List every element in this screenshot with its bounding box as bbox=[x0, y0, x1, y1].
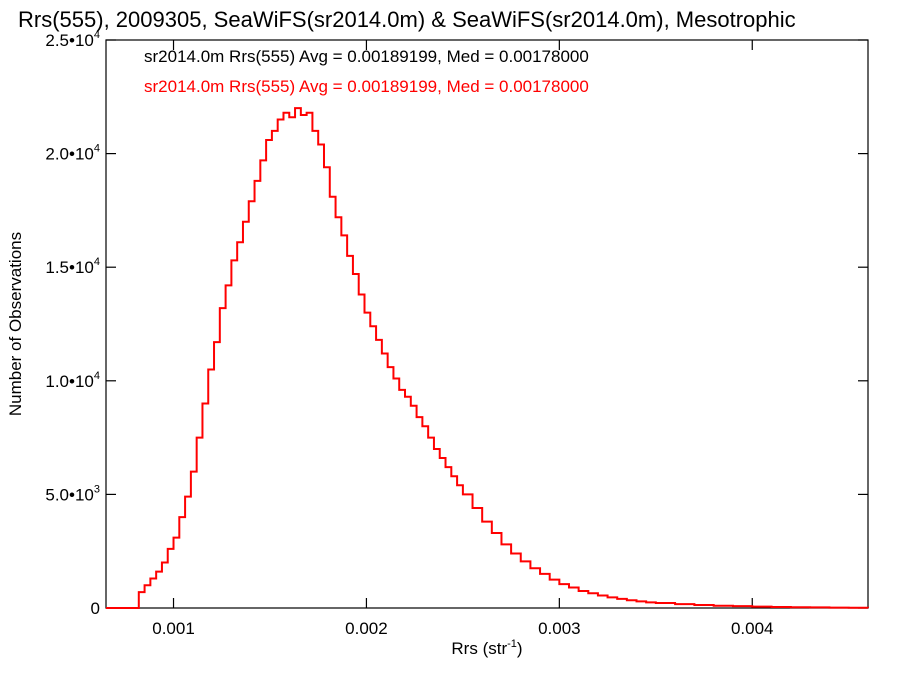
x-label-base: Rrs (str bbox=[451, 639, 507, 658]
y-axis-label: Number of Observations bbox=[6, 232, 25, 416]
legend: sr2014.0m Rrs(555) Avg = 0.00189199, Med… bbox=[144, 47, 589, 96]
y-tick-label: 5.0•103 bbox=[45, 483, 100, 504]
x-label-sup: -1 bbox=[507, 638, 517, 650]
y-tick-exponent: 4 bbox=[94, 256, 100, 268]
y-tick-label: 2.5•104 bbox=[45, 29, 100, 50]
y-tick-exponent: 4 bbox=[94, 143, 100, 155]
y-axis-ticks: 0 5.0•103 1.0•104 1.5•104 2.0•104 2.5•104 bbox=[45, 29, 868, 618]
x-label-tail: ) bbox=[517, 639, 523, 658]
legend-entry: sr2014.0m Rrs(555) Avg = 0.00189199, Med… bbox=[144, 77, 589, 96]
x-tick-label: 0.001 bbox=[152, 619, 195, 638]
x-tick-label: 0.003 bbox=[538, 619, 581, 638]
x-tick-label: 0.002 bbox=[345, 619, 388, 638]
plot-frame bbox=[105, 39, 869, 609]
x-axis-label: Rrs (str-1) bbox=[451, 638, 522, 658]
y-tick-exponent: 4 bbox=[94, 29, 100, 41]
y-tick-label: 1.0•104 bbox=[45, 370, 100, 391]
y-tick-exponent: 4 bbox=[94, 370, 100, 382]
y-tick-label: 2.0•104 bbox=[45, 143, 100, 164]
chart-title: Rrs(555), 2009305, SeaWiFS(sr2014.0m) & … bbox=[18, 7, 796, 32]
x-axis-ticks: 0.001 0.002 0.003 0.004 bbox=[152, 40, 774, 638]
x-tick-label: 0.004 bbox=[731, 619, 774, 638]
y-tick-label: 1.5•104 bbox=[45, 256, 100, 277]
legend-entry: sr2014.0m Rrs(555) Avg = 0.00189199, Med… bbox=[144, 47, 589, 66]
histogram-series-line bbox=[106, 107, 869, 609]
y-tick-exponent: 3 bbox=[94, 483, 100, 495]
y-tick-label: 0 bbox=[91, 599, 100, 618]
